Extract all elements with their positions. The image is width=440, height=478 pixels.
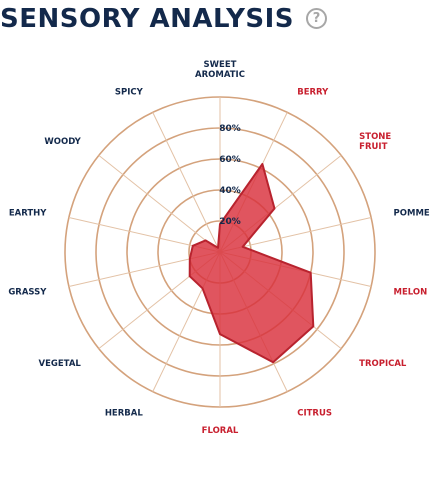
- axis-label-line: FRUIT: [359, 142, 387, 152]
- axis-label: VEGETAL: [39, 359, 82, 369]
- axis-label: GRASSY: [8, 288, 47, 298]
- data-point: [201, 287, 204, 290]
- data-point: [273, 207, 276, 210]
- axis-label: BERRY: [297, 88, 329, 98]
- axis-label: FLORAL: [202, 426, 239, 436]
- data-point: [188, 258, 191, 260]
- data-point: [261, 163, 264, 165]
- axis-label-line: BERRY: [297, 88, 329, 98]
- axis-label-line: WOODY: [44, 137, 81, 147]
- grid-spoke: [219, 217, 372, 253]
- data-point: [312, 325, 315, 328]
- tick-label: 20%: [219, 217, 241, 227]
- data-point: [309, 271, 312, 274]
- page-title: SENSORY ANALYSIS: [0, 4, 295, 34]
- axis-label-line: CITRUS: [297, 408, 332, 418]
- tick-label: 40%: [219, 186, 241, 196]
- data-point: [272, 361, 274, 364]
- axis-label-line: STONE: [359, 132, 391, 142]
- axis-label: TROPICAL: [359, 359, 407, 369]
- axis-label-line: HERBAL: [105, 408, 144, 418]
- grid-spoke: [98, 154, 221, 253]
- data-point: [219, 223, 221, 225]
- data-area: [188, 163, 315, 364]
- axis-label-line: VEGETAL: [39, 359, 82, 369]
- axis-label-line: SWEET: [204, 60, 237, 70]
- axis-label: HERBAL: [105, 408, 144, 418]
- data-point: [219, 333, 221, 335]
- data-point: [241, 246, 244, 248]
- data-point: [217, 247, 219, 249]
- axis-label-line: MELON: [394, 288, 428, 298]
- axis-label: CITRUS: [297, 408, 332, 418]
- axis-label-line: AROMATIC: [195, 70, 245, 80]
- data-point: [188, 275, 191, 277]
- header: SENSORY ANALYSIS ?: [0, 0, 328, 36]
- axis-label: POMME: [394, 208, 430, 218]
- axis-label-line: GRASSY: [8, 288, 47, 298]
- axis-label-line: POMME: [394, 208, 430, 218]
- data-point: [204, 239, 207, 242]
- axis-label: MELON: [394, 288, 428, 298]
- axis-label: WOODY: [44, 137, 81, 147]
- grid-spoke: [152, 112, 221, 253]
- axis-label-line: FLORAL: [202, 426, 239, 436]
- help-icon[interactable]: ?: [306, 7, 328, 29]
- axis-label-line: SPICY: [115, 88, 144, 98]
- data-point: [191, 244, 194, 247]
- axis-label-line: TROPICAL: [359, 359, 407, 369]
- tick-label: 80%: [219, 124, 241, 134]
- axis-label: EARTHY: [9, 208, 47, 218]
- axis-label: SWEET AROMATIC: [195, 60, 245, 80]
- axis-label: STONE FRUIT: [359, 132, 391, 152]
- axis-label: SPICY: [115, 88, 144, 98]
- tick-label: 60%: [219, 155, 241, 165]
- axis-label-line: EARTHY: [9, 208, 47, 218]
